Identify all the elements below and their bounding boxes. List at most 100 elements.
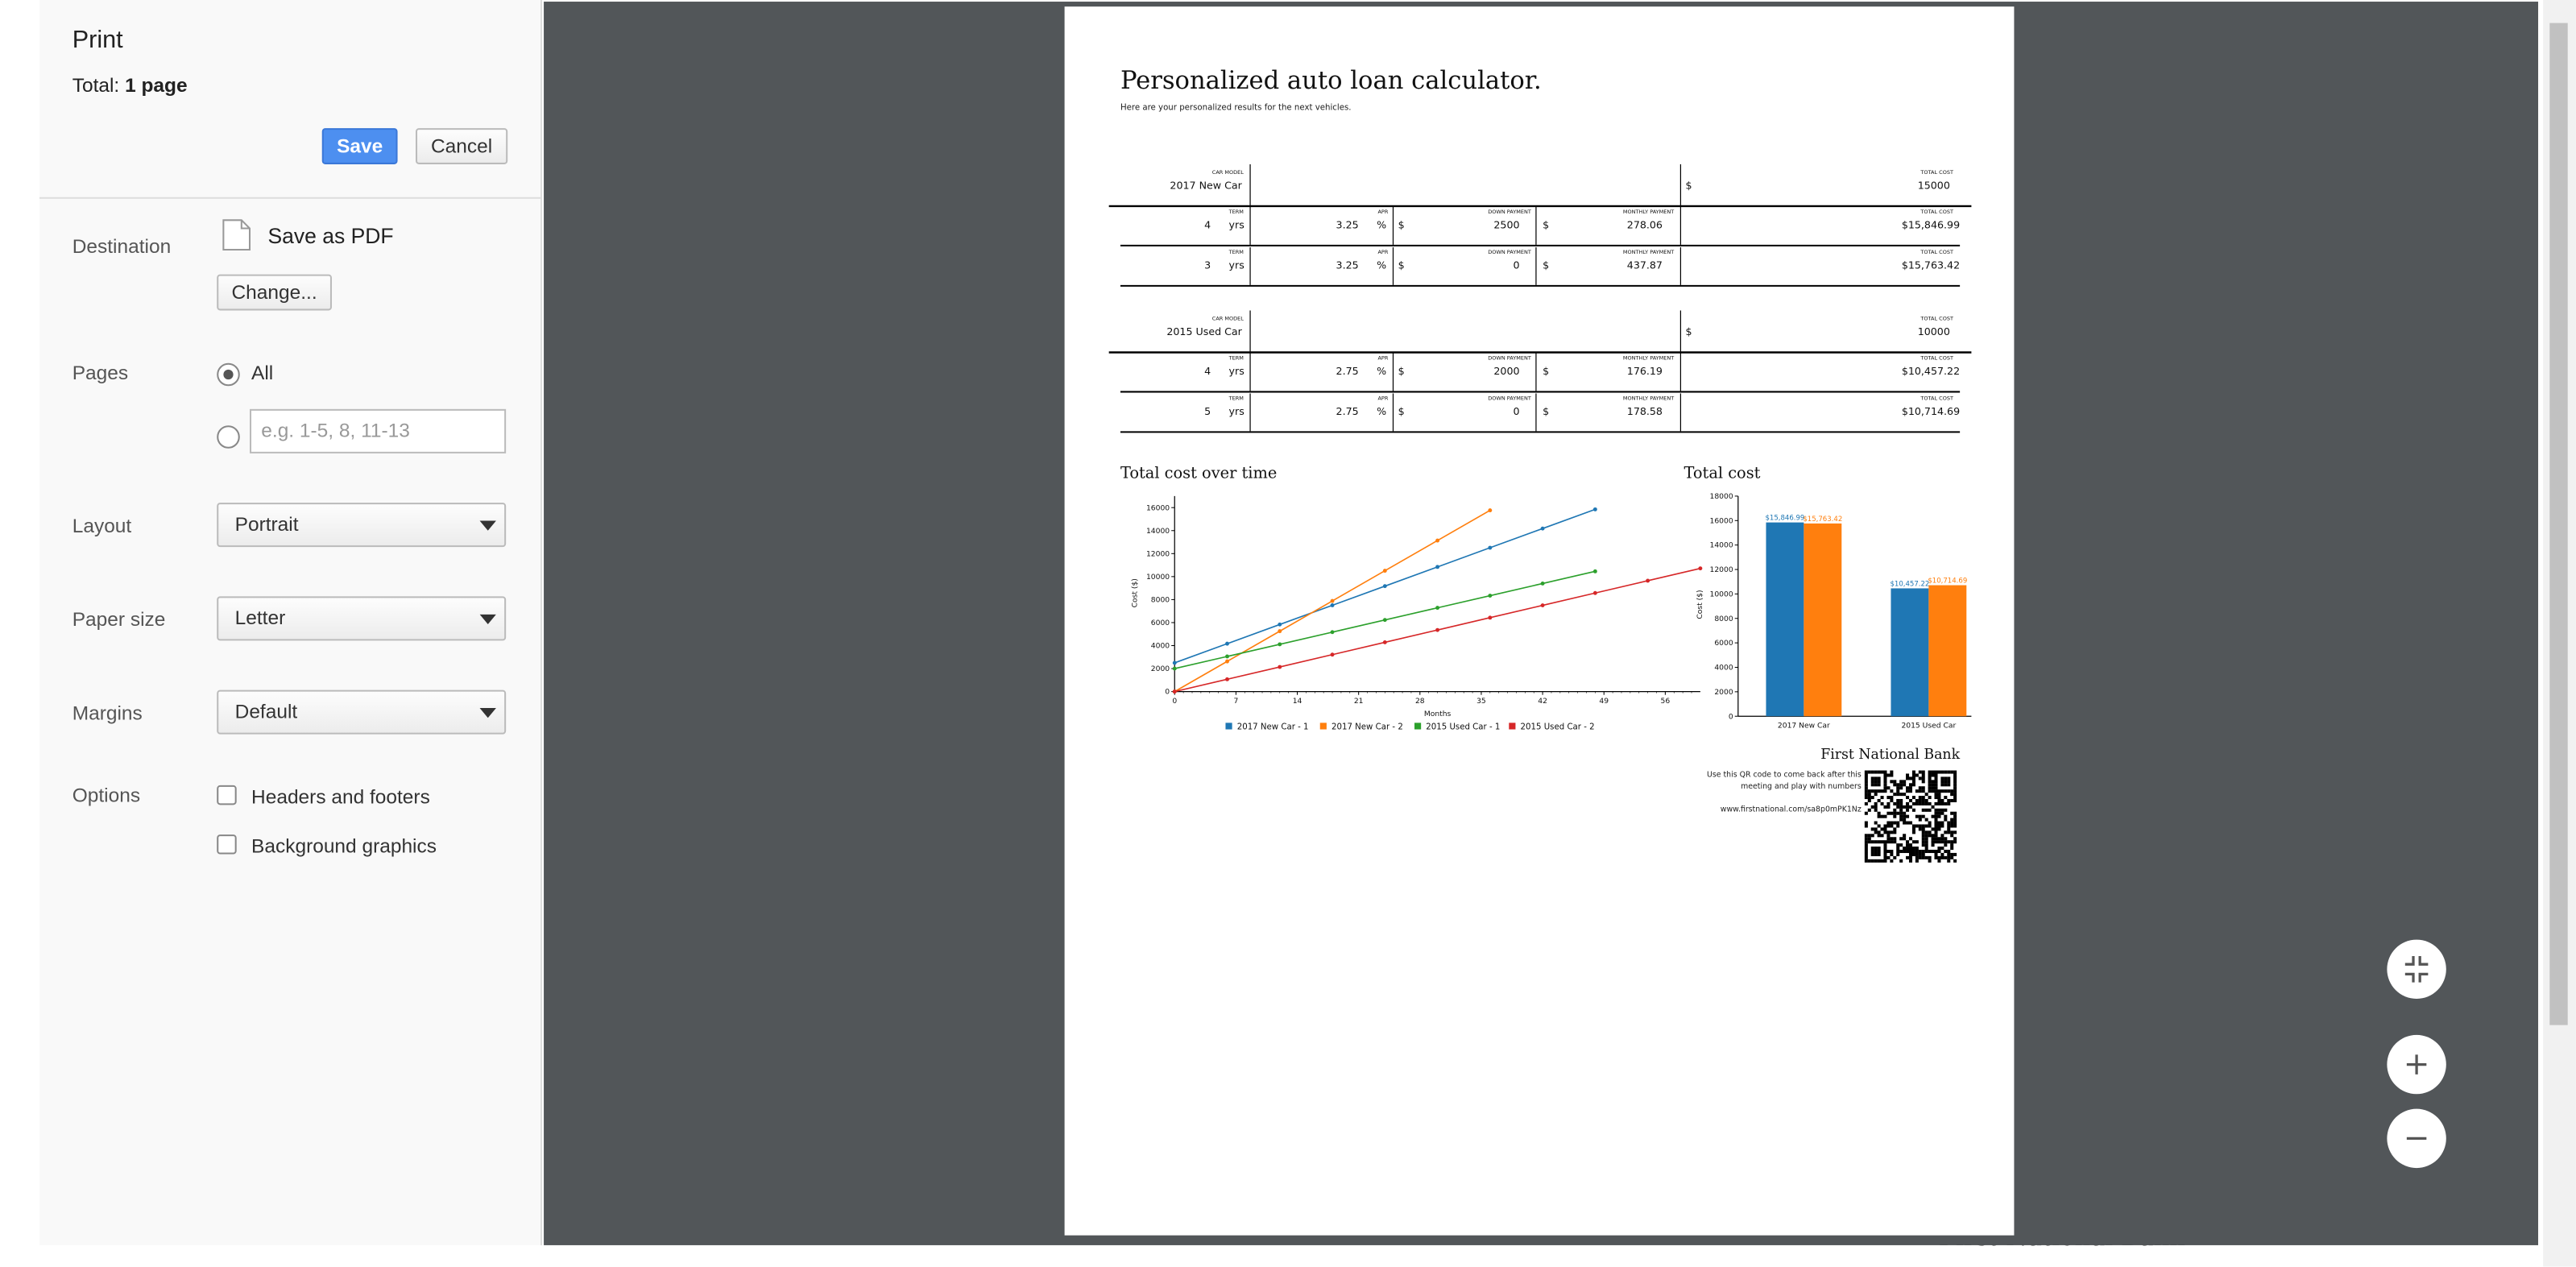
qr-module: [1870, 852, 1874, 856]
qr-module: [1864, 780, 1868, 784]
legend-swatch: [1414, 723, 1422, 730]
qr-module: [1864, 859, 1868, 863]
checkbox[interactable]: [217, 834, 237, 855]
qr-module: [1934, 840, 1938, 844]
qr-module: [1886, 849, 1891, 854]
qr-module: [1890, 780, 1894, 784]
qr-module: [1874, 808, 1878, 812]
car-model: 2015 Used Car: [1166, 325, 1242, 337]
qr-module: [1886, 830, 1891, 834]
currency: $: [1543, 218, 1549, 230]
qr-module: [1928, 770, 1932, 774]
qr-module: [1880, 827, 1884, 831]
qr-module: [1877, 783, 1881, 787]
qr-module: [1937, 770, 1941, 774]
qr-module: [1893, 840, 1897, 844]
checkbox[interactable]: [217, 785, 237, 805]
qr-module: [1950, 821, 1954, 825]
paper: [1064, 6, 2015, 1236]
point: [1278, 642, 1282, 647]
qr-module: [1874, 801, 1878, 805]
margins-select[interactable]: Default: [217, 689, 507, 735]
qr-module: [1953, 770, 1957, 774]
point: [1330, 630, 1335, 635]
qr-module: [1886, 801, 1891, 805]
apr: 2.75: [1336, 365, 1359, 377]
qr-module: [1908, 847, 1913, 851]
qr-module: [1899, 859, 1903, 863]
radio-all-label: All: [251, 361, 274, 385]
qr-module: [1940, 840, 1944, 844]
qr-module: [1950, 818, 1954, 822]
layout-select[interactable]: Portrait: [217, 503, 507, 548]
qr-module: [1940, 821, 1944, 825]
qr-module: [1934, 852, 1938, 856]
cancel-button[interactable]: Cancel: [415, 128, 508, 164]
qr-module: [1944, 843, 1948, 847]
y-tick-label: 0: [1165, 688, 1170, 697]
qr-module: [1908, 849, 1913, 854]
layout-value: Portrait: [234, 512, 299, 536]
qr-module: [1870, 770, 1874, 774]
radio-all[interactable]: [217, 362, 240, 387]
qr-module: [1934, 783, 1938, 787]
qr-module: [1883, 780, 1887, 784]
apr: 3.25: [1336, 259, 1359, 271]
qr-module: [1937, 840, 1941, 844]
point: [1330, 598, 1335, 603]
qr-module: [1940, 811, 1944, 815]
qr-module: [1893, 814, 1897, 818]
qr-module: [1934, 849, 1938, 854]
qr-module: [1911, 801, 1915, 805]
label: TOTAL COST: [1920, 316, 1953, 322]
qr-module: [1877, 852, 1881, 856]
y-tick-label: 14000: [1146, 527, 1170, 536]
qr-module: [1940, 837, 1944, 841]
qr-module: [1883, 827, 1887, 831]
save-button[interactable]: Save: [321, 128, 398, 164]
y-tick-label: 6000: [1151, 619, 1170, 627]
qr-module: [1874, 847, 1878, 851]
qr-module: [1953, 793, 1957, 797]
x-tick-label: 21: [1354, 697, 1364, 706]
y-axis-label: Cost ($): [1130, 578, 1139, 607]
qr-module: [1950, 798, 1954, 803]
qr-module: [1874, 821, 1878, 825]
y-tick-label: 12000: [1146, 549, 1170, 558]
point: [1435, 606, 1440, 611]
qr-module: [1886, 811, 1891, 815]
qr-module: [1915, 840, 1919, 844]
qr-module: [1928, 821, 1932, 825]
y-tick-label: 8000: [1151, 595, 1170, 604]
qr-module: [1877, 840, 1881, 844]
qr-module: [1937, 796, 1941, 800]
qr-module: [1874, 793, 1878, 797]
point: [1488, 508, 1493, 513]
qr-code: [1864, 770, 1957, 863]
pages-input[interactable]: e.g. 1-5, 8, 11-13: [250, 408, 507, 453]
monthly-payment: 278.06: [1627, 218, 1663, 230]
qr-module: [1883, 843, 1887, 847]
scrollbar: [2543, 0, 2576, 1267]
qr-module: [1924, 834, 1928, 838]
qr-module: [1937, 811, 1941, 815]
qr-module: [1883, 830, 1887, 834]
change-button[interactable]: Change...: [217, 274, 332, 311]
paper-size-select[interactable]: Letter: [217, 596, 507, 641]
fit-button[interactable]: [2387, 939, 2446, 1000]
legend-label: 2015 Used Car - 1: [1426, 723, 1500, 732]
destination-label: Destination: [72, 234, 172, 259]
qr-module: [1928, 786, 1932, 790]
dialog-title: Print: [72, 26, 123, 55]
qr-module: [1937, 855, 1941, 859]
qr-module: [1886, 840, 1891, 844]
radio-custom[interactable]: [217, 425, 240, 449]
currency: $: [1398, 259, 1405, 271]
car-price: 10000: [1918, 325, 1950, 337]
qr-module: [1944, 801, 1948, 805]
qr-module: [1870, 780, 1874, 784]
value-label: $10,714.69: [1928, 577, 1967, 585]
qr-module: [1864, 789, 1868, 793]
qr-module: [1937, 824, 1941, 828]
